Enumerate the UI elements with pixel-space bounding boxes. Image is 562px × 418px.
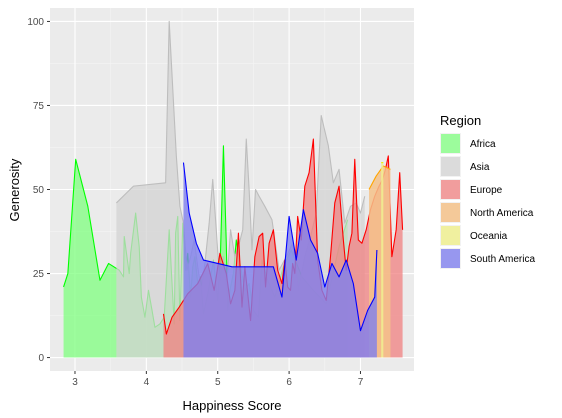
legend-title: Region [440, 113, 481, 128]
series-south-america [182, 162, 378, 358]
legend: Region Africa Asia Europe North America Ocea… [440, 113, 535, 269]
legend-label-africa: Africa [470, 139, 496, 150]
x-tick-label: 4 [144, 377, 150, 388]
legend-swatch-south-america [441, 249, 460, 268]
y-tick-label: 50 [33, 185, 45, 196]
series-oceania [381, 162, 384, 358]
legend-label-north-america: North America [470, 208, 534, 219]
x-tick-label: 3 [72, 377, 78, 388]
x-axis-title: Happiness Score [183, 398, 282, 413]
x-tick-label: 5 [215, 377, 221, 388]
area-oceania [381, 162, 384, 358]
legend-item-north-america: North America [440, 202, 534, 223]
legend-item-europe: Europe [440, 179, 503, 200]
legend-label-south-america: South America [470, 254, 535, 265]
line-north-america [368, 165, 391, 190]
legend-item-asia: Asia [440, 156, 490, 177]
legend-swatch-asia [441, 157, 460, 176]
legend-swatch-africa [441, 134, 460, 153]
legend-label-oceania: Oceania [470, 231, 508, 242]
axes-layer: 3 4 5 6 7 0 25 50 75 100 [27, 17, 363, 388]
legend-item-oceania: Oceania [440, 225, 508, 246]
legend-swatch-north-america [441, 203, 460, 222]
legend-swatch-europe [441, 180, 460, 199]
y-tick-label: 0 [38, 353, 44, 364]
legend-item-africa: Africa [440, 133, 496, 154]
x-tick-label: 6 [286, 377, 292, 388]
y-tick-label: 75 [33, 101, 45, 112]
area-south-america [183, 162, 377, 358]
y-axis-title: Generosity [7, 158, 22, 221]
y-tick-label: 25 [33, 269, 45, 280]
legend-swatch-oceania [441, 226, 460, 245]
legend-item-south-america: South America [440, 248, 535, 269]
legend-label-asia: Asia [470, 162, 490, 173]
y-tick-label: 100 [27, 17, 44, 28]
legend-label-europe: Europe [470, 185, 503, 196]
x-tick-label: 7 [358, 377, 364, 388]
series-layer [63, 20, 404, 358]
line-south-america [182, 162, 378, 332]
